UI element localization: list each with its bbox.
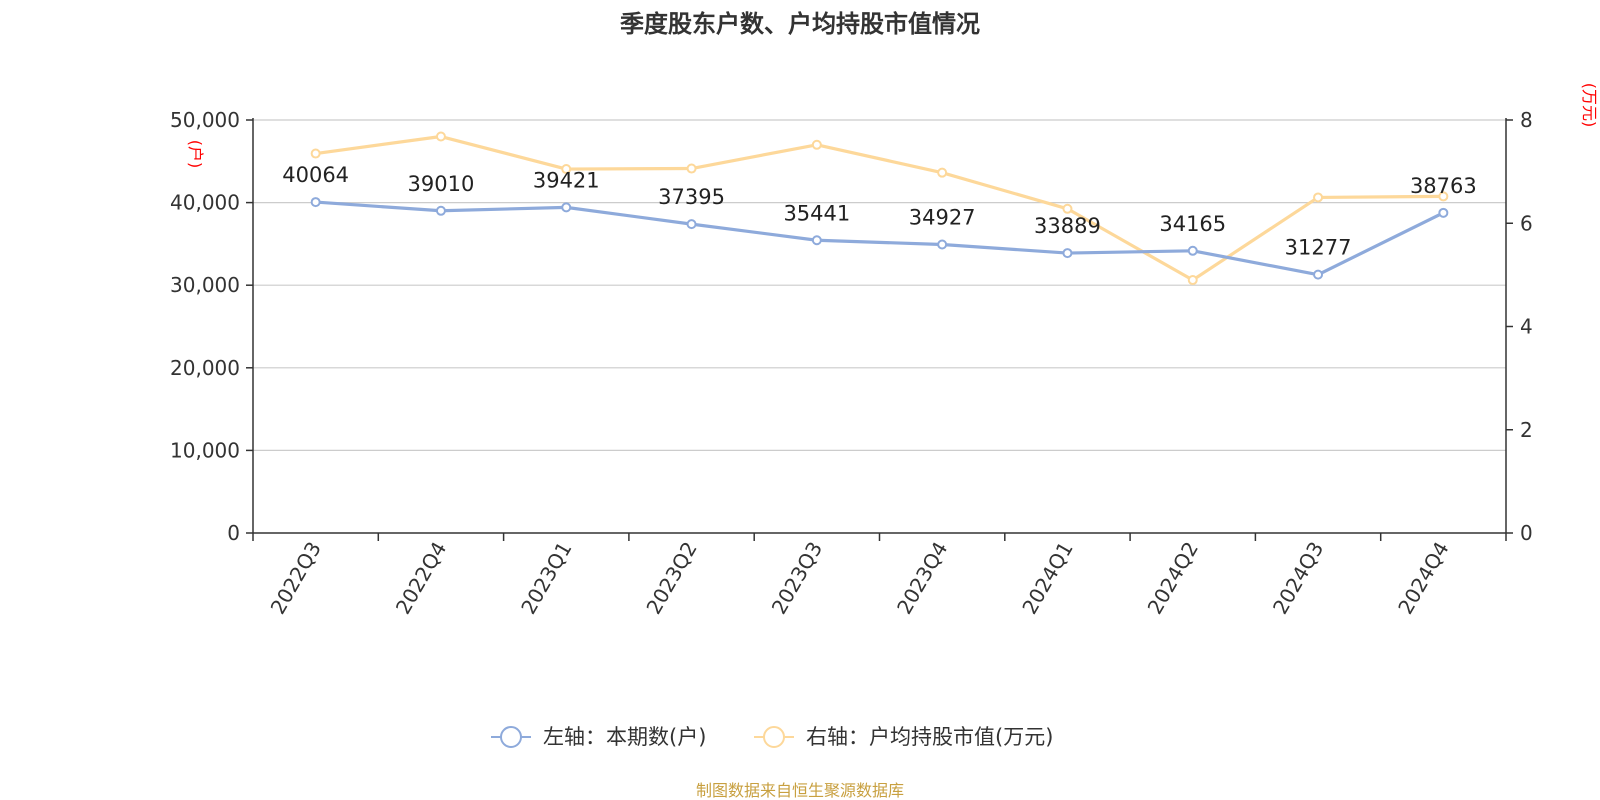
- x-axis-tick-label: 2024Q4: [1393, 538, 1453, 619]
- data-point[interactable]: [435, 205, 446, 216]
- data-label: 34165: [1159, 212, 1226, 236]
- right-axis-tick-label: 8: [1520, 108, 1533, 132]
- data-label: 35441: [783, 201, 850, 225]
- data-label: 39421: [533, 168, 600, 192]
- data-point[interactable]: [561, 202, 572, 213]
- left-axis-tick-label: 30,000: [170, 273, 240, 297]
- data-label: 38763: [1410, 174, 1477, 198]
- legend[interactable]: 左轴：本期数(户) 右轴：户均持股市值(万元): [491, 725, 1053, 749]
- left-axis-tick-label: 20,000: [170, 356, 240, 380]
- data-point[interactable]: [561, 164, 572, 175]
- data-point[interactable]: [435, 131, 446, 142]
- data-label: 40064: [282, 163, 349, 187]
- legend-item-avg-value[interactable]: 右轴：户均持股市值(万元): [754, 725, 1053, 749]
- right-axis-tick-label: 6: [1520, 211, 1533, 235]
- data-label: 33889: [1034, 214, 1101, 238]
- data-point[interactable]: [1062, 203, 1073, 214]
- right-axis-tick-label: 2: [1520, 418, 1533, 442]
- series-line-0: [315, 200, 1445, 277]
- legend-label-avg-value: 右轴：户均持股市值(万元): [806, 725, 1053, 749]
- legend-marker-avg-value: [763, 726, 785, 748]
- data-point[interactable]: [1187, 275, 1198, 286]
- x-axis-tick-label: 2023Q1: [516, 538, 576, 619]
- data-point[interactable]: [1438, 191, 1449, 202]
- left-axis-tick-label: 10,000: [170, 438, 240, 462]
- data-point[interactable]: [310, 148, 321, 159]
- x-axis-tick-label: 2023Q2: [641, 538, 701, 619]
- left-axis-unit: (户): [186, 140, 205, 169]
- data-point[interactable]: [686, 163, 697, 174]
- x-axis-tick-label: 2024Q2: [1143, 538, 1203, 619]
- right-axis-tick-label: 0: [1520, 521, 1533, 545]
- data-point[interactable]: [1313, 269, 1324, 280]
- x-axis-tick-label: 2023Q3: [767, 538, 827, 619]
- x-axis-tick-label: 2024Q3: [1268, 538, 1328, 619]
- axes: 0 10,000 20,000 30,000 40,000 50,000 0 2 4 6 8 2022…: [170, 108, 1533, 618]
- source-note: 制图数据来自恒生聚源数据库: [696, 781, 904, 800]
- legend-item-households[interactable]: 左轴：本期数(户): [491, 725, 706, 749]
- grid-lines: [253, 119, 1506, 451]
- data-point[interactable]: [811, 235, 822, 246]
- x-axis-tick-label: 2023Q4: [892, 538, 952, 619]
- data-label: 34927: [909, 206, 976, 230]
- x-axis-tick-label: 2022Q4: [391, 538, 451, 619]
- data-point[interactable]: [310, 197, 321, 208]
- left-axis-tick-label: 40,000: [170, 191, 240, 215]
- data-point[interactable]: [937, 239, 948, 250]
- data-point[interactable]: [686, 219, 697, 230]
- series: [310, 131, 1449, 286]
- right-axis-tick-label: 4: [1520, 315, 1533, 339]
- chart-title: 季度股东户数、户均持股市值情况: [620, 10, 980, 38]
- data-point[interactable]: [1438, 207, 1449, 218]
- data-label: 39010: [408, 172, 475, 196]
- right-axis-unit: (万元): [1580, 83, 1599, 128]
- data-label: 37395: [658, 185, 725, 209]
- left-axis-tick-label: 0: [227, 521, 240, 545]
- left-axis-tick-label: 50,000: [170, 108, 240, 132]
- data-point[interactable]: [1062, 248, 1073, 259]
- data-point[interactable]: [937, 167, 948, 178]
- x-axis-tick-label: 2022Q3: [266, 538, 326, 619]
- data-point[interactable]: [1187, 245, 1198, 256]
- data-point[interactable]: [811, 139, 822, 150]
- legend-label-households: 左轴：本期数(户): [543, 725, 706, 749]
- data-labels: 40064 39010 39421 37395 35441 34927 33889 34165…: [282, 163, 1477, 260]
- x-axis-tick-label: 2024Q1: [1017, 538, 1077, 619]
- data-point[interactable]: [1313, 192, 1324, 203]
- data-label: 31277: [1285, 236, 1352, 260]
- legend-marker-households: [500, 726, 522, 748]
- series-line-1: [315, 134, 1444, 282]
